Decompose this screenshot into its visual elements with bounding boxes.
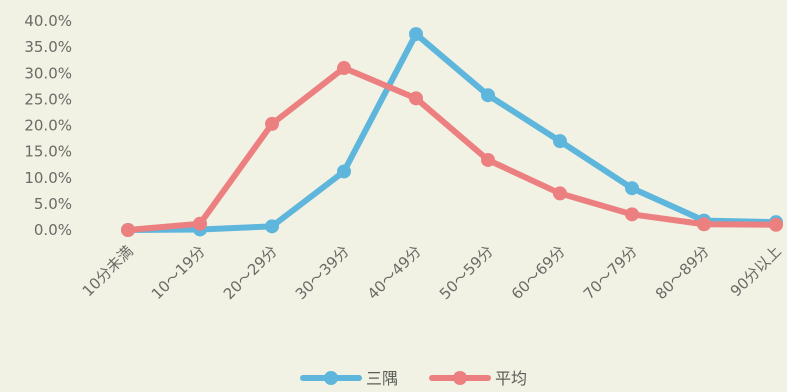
x-tick-label: 20～29分	[220, 242, 281, 303]
series-line	[125, 31, 779, 233]
data-point	[121, 223, 135, 237]
data-point	[697, 217, 711, 232]
legend-item: 平均	[429, 369, 527, 388]
y-tick-label: 10.0%	[24, 169, 72, 187]
y-tick-label: 0.0%	[34, 221, 72, 239]
x-tick-label: 10分未満	[79, 242, 137, 300]
x-axis: 10分未満 10～19分 20～29分 30～39分 40～49分 50～59分 60～69…	[79, 242, 785, 303]
legend-marker	[453, 371, 467, 385]
x-tick-label: 30～39分	[292, 242, 353, 303]
x-tick-label: 50～59分	[436, 242, 497, 303]
data-point	[481, 152, 495, 167]
x-tick-label: 70～79分	[580, 242, 641, 303]
data-point	[553, 186, 567, 201]
y-tick-label: 35.0%	[24, 38, 72, 56]
data-point	[265, 116, 279, 131]
y-tick-label: 5.0%	[34, 195, 72, 213]
x-tick-label: 80～89分	[652, 242, 713, 303]
legend-label: 平均	[495, 369, 527, 388]
data-point	[481, 88, 495, 103]
y-tick-label: 20.0%	[24, 117, 72, 135]
series-line	[125, 65, 779, 233]
data-point	[265, 219, 279, 234]
x-tick-label: 90分以上	[727, 242, 785, 300]
x-tick-label: 40～49分	[364, 242, 425, 303]
series-2	[121, 61, 783, 237]
data-point	[769, 217, 783, 232]
data-point	[625, 207, 639, 222]
legend-label: 三隅	[366, 369, 398, 388]
data-point	[337, 164, 351, 179]
legend-item: 三隅	[300, 369, 398, 388]
data-point	[409, 91, 423, 106]
data-point	[625, 181, 639, 196]
y-tick-label: 30.0%	[24, 64, 72, 82]
x-tick-label: 60～69分	[508, 242, 569, 303]
legend-marker	[324, 371, 338, 385]
data-point	[553, 134, 567, 149]
y-tick-label: 25.0%	[24, 90, 72, 108]
legend: 三隅 平均	[300, 369, 527, 388]
x-tick-label: 10～19分	[148, 242, 209, 303]
series-lines	[121, 27, 783, 237]
y-tick-label: 40.0%	[24, 12, 72, 30]
y-axis: 0.0% 5.0% 10.0% 15.0% 20.0% 25.0% 30.0% 35.0% 40…	[24, 12, 72, 239]
data-point	[337, 61, 351, 76]
y-tick-label: 15.0%	[24, 143, 72, 161]
data-point	[193, 216, 207, 231]
data-point	[409, 27, 423, 42]
